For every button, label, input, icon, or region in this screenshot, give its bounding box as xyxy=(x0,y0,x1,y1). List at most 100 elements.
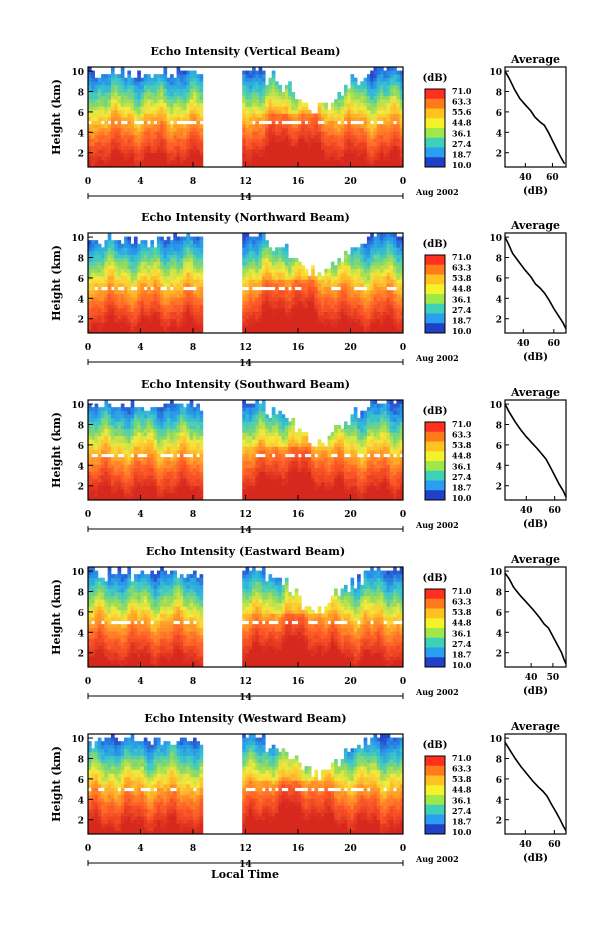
average-title: Average xyxy=(510,386,560,399)
heatmap-field xyxy=(88,567,404,668)
x-tick-label: 12 xyxy=(239,177,252,187)
colorbar-level: 71.0 xyxy=(452,419,472,429)
average-y-tick-label: 6 xyxy=(496,776,502,786)
colorbar-level: 55.6 xyxy=(452,107,472,117)
y-axis-title: Height (km) xyxy=(50,79,63,155)
panel-title: Echo Intensity (Vertical Beam) xyxy=(150,45,340,58)
y-tick-label: 2 xyxy=(78,650,84,660)
colorbar-swatch xyxy=(425,118,445,129)
date-label: 14 xyxy=(239,193,252,203)
colorbar-swatch xyxy=(425,480,445,491)
average-y-tick-label: 10 xyxy=(489,568,502,578)
colorbar-swatch xyxy=(425,765,445,776)
average-y-tick-label: 4 xyxy=(496,462,502,472)
panel-3: Echo Intensity (Southward Beam) 2 4 6 8 10 0 4 8… xyxy=(50,378,567,536)
average-x-tick-label: 60 xyxy=(546,173,559,183)
y-tick-label: 2 xyxy=(78,483,84,493)
average-y-tick-label: 10 xyxy=(489,735,502,745)
colorbar-swatch xyxy=(425,264,445,275)
colorbar-unit: (dB) xyxy=(423,406,448,417)
colorbar-level: 36.1 xyxy=(452,128,471,138)
colorbar-swatch xyxy=(425,313,445,324)
x-tick-label: 20 xyxy=(344,177,357,187)
average-x-tick-label: 60 xyxy=(548,506,561,516)
colorbar-swatch xyxy=(425,323,445,334)
x-tick-label: 0 xyxy=(85,343,91,353)
colorbar-level: 27.4 xyxy=(452,472,472,482)
colorbar-level: 27.4 xyxy=(452,806,472,816)
x-tick-label: 4 xyxy=(137,677,143,687)
average-x-title: (dB) xyxy=(523,186,548,197)
y-axis-title: Height (km) xyxy=(50,746,63,822)
y-tick-label: 6 xyxy=(78,442,84,452)
x-tick-label: 16 xyxy=(292,343,305,353)
x-tick-label: 12 xyxy=(239,510,252,520)
average-x-tick-label: 40 xyxy=(519,173,532,183)
y-axis-title: Height (km) xyxy=(50,412,63,488)
x-tick-label: 4 xyxy=(137,177,143,187)
colorbar-level: 18.7 xyxy=(452,315,471,325)
colorbar-swatch xyxy=(425,470,445,481)
colorbar-level: 36.1 xyxy=(452,628,471,638)
average-profile-line xyxy=(504,572,567,665)
date-label: 14 xyxy=(239,860,252,870)
colorbar-level: 27.4 xyxy=(452,305,472,315)
colorbar-swatch xyxy=(425,589,445,600)
panel-5: Echo Intensity (Westward Beam) 2 4 6 8 10 0 4 8 1… xyxy=(50,712,567,870)
colorbar-level: 10.0 xyxy=(452,493,472,503)
month-label: Aug 2002 xyxy=(415,353,459,363)
colorbar-level: 53.8 xyxy=(452,774,472,784)
average-y-tick-label: 6 xyxy=(496,109,502,119)
average-y-tick-label: 8 xyxy=(496,88,502,98)
y-tick-label: 10 xyxy=(71,401,84,411)
colorbar-swatch xyxy=(425,274,445,285)
x-tick-label: 0 xyxy=(85,510,91,520)
x-tick-label: 4 xyxy=(137,510,143,520)
average-title: Average xyxy=(510,219,560,232)
colorbar-level: 53.8 xyxy=(452,607,472,617)
x-tick-label: 12 xyxy=(239,343,252,353)
panel-4: Echo Intensity (Eastward Beam) 2 4 6 8 10 0 4 8 1… xyxy=(50,545,567,703)
colorbar-level: 71.0 xyxy=(452,86,472,96)
y-axis-title: Height (km) xyxy=(50,579,63,655)
x-tick-label: 8 xyxy=(190,343,196,353)
y-tick-label: 4 xyxy=(78,129,84,139)
average-y-tick-label: 10 xyxy=(489,401,502,411)
colorbar-level: 44.8 xyxy=(452,618,472,628)
average-y-tick-label: 2 xyxy=(496,483,502,493)
colorbar-swatch xyxy=(425,137,445,148)
average-y-tick-label: 4 xyxy=(496,129,502,139)
average-y-tick-label: 6 xyxy=(496,442,502,452)
colorbar-level: 53.8 xyxy=(452,273,472,283)
x-tick-label: 0 xyxy=(400,844,406,854)
x-tick-label: 8 xyxy=(190,177,196,187)
y-tick-label: 4 xyxy=(78,295,84,305)
x-tick-label: 20 xyxy=(344,677,357,687)
average-x-title: (dB) xyxy=(523,853,548,864)
colorbar-level: 53.8 xyxy=(452,440,472,450)
y-tick-label: 6 xyxy=(78,275,84,285)
average-x-tick-label: 50 xyxy=(547,673,560,683)
panel-title: Echo Intensity (Northward Beam) xyxy=(141,211,350,224)
x-tick-label: 16 xyxy=(292,844,305,854)
x-tick-label: 0 xyxy=(85,177,91,187)
x-tick-label: 0 xyxy=(85,844,91,854)
colorbar-swatch xyxy=(425,490,445,501)
date-label: 14 xyxy=(239,359,252,369)
average-profile-line xyxy=(504,70,566,165)
average-y-tick-label: 8 xyxy=(496,421,502,431)
colorbar-frame xyxy=(424,755,446,835)
colorbar-swatch xyxy=(425,294,445,305)
panel-2: Echo Intensity (Northward Beam) 2 4 6 8 10 0 4 8… xyxy=(50,211,567,369)
average-y-tick-label: 4 xyxy=(496,796,502,806)
month-label: Aug 2002 xyxy=(415,687,459,697)
panel-title: Echo Intensity (Southward Beam) xyxy=(141,378,350,391)
x-tick-label: 8 xyxy=(190,844,196,854)
colorbar-frame xyxy=(424,421,446,501)
colorbar-swatch xyxy=(425,618,445,629)
x-tick-label: 20 xyxy=(344,844,357,854)
colorbar-level: 36.1 xyxy=(452,294,471,304)
colorbar-frame xyxy=(424,588,446,668)
colorbar-level: 18.7 xyxy=(452,649,471,659)
average-y-tick-label: 10 xyxy=(489,234,502,244)
